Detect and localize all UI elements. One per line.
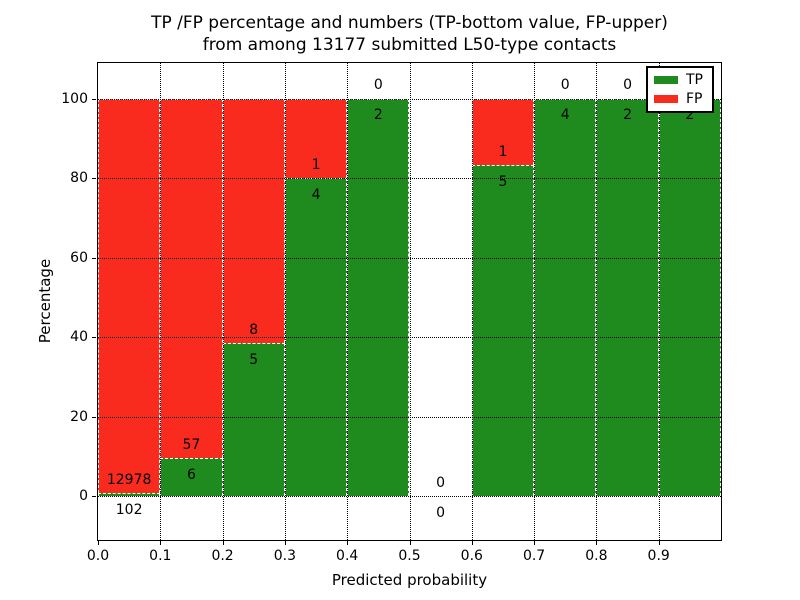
y-tick-mark bbox=[92, 257, 96, 259]
legend-label-fp: FP bbox=[686, 90, 703, 107]
gridline-x-0.7 bbox=[534, 63, 536, 540]
fp-swatch-icon bbox=[654, 94, 678, 103]
gridline-x-0.8 bbox=[596, 63, 598, 540]
y-tick-label: 60 bbox=[70, 249, 88, 266]
tp-count-label: 2 bbox=[685, 107, 695, 124]
bar-tp-segment bbox=[471, 165, 535, 497]
x-tick-label: 0.3 bbox=[273, 548, 297, 564]
y-tick-label: 40 bbox=[70, 329, 88, 346]
tp-count-label: 0 bbox=[436, 504, 446, 521]
fp-count-label: 57 bbox=[182, 436, 201, 453]
y-tick-label: 20 bbox=[70, 408, 88, 425]
x-tick-mark bbox=[596, 541, 598, 545]
x-tick-label: 0.2 bbox=[211, 548, 234, 564]
gridline-x-0.1 bbox=[160, 63, 162, 540]
tp-count-label: 2 bbox=[623, 107, 632, 124]
gridline-x-0.9 bbox=[658, 63, 660, 540]
fp-count-label: 1 bbox=[498, 143, 508, 160]
tp-count-label: 102 bbox=[115, 501, 143, 518]
bar-tp-segment bbox=[222, 343, 285, 497]
y-tick-mark bbox=[92, 178, 96, 180]
x-tick-label: 0.9 bbox=[647, 548, 670, 564]
x-tick-label: 0.5 bbox=[398, 548, 421, 564]
x-tick-label: 0.0 bbox=[86, 548, 110, 564]
tp-count-label: 5 bbox=[498, 173, 508, 190]
y-tick-mark bbox=[92, 337, 96, 339]
fp-count-label: 0 bbox=[560, 77, 570, 94]
gridline-x-0.6 bbox=[471, 63, 473, 540]
x-tick-mark bbox=[284, 541, 286, 545]
bar-fp-segment bbox=[98, 98, 161, 494]
x-tick-label: 0.1 bbox=[149, 548, 172, 564]
gridline-x-0.5 bbox=[409, 63, 411, 540]
x-tick-label: 0.4 bbox=[336, 548, 359, 564]
x-tick-mark bbox=[160, 541, 162, 545]
gridline-x-0.3 bbox=[284, 63, 286, 540]
bar-tp-segment bbox=[347, 98, 410, 497]
tp-count-label: 2 bbox=[373, 107, 383, 124]
plot-area: 129781025768514020015040202 bbox=[97, 62, 722, 541]
x-tick-label: 0.7 bbox=[522, 548, 546, 564]
fp-count-label: 0 bbox=[436, 474, 446, 491]
legend-item-tp: TP bbox=[654, 72, 706, 88]
y-tick-mark bbox=[92, 416, 96, 418]
y-tick-mark bbox=[92, 98, 96, 100]
gridline-x-0.2 bbox=[222, 63, 224, 540]
bar-tp-segment bbox=[98, 493, 161, 497]
tp-count-label: 6 bbox=[186, 466, 196, 483]
bar-tp-segment bbox=[160, 458, 223, 497]
x-tick-mark bbox=[471, 541, 473, 545]
bar-tp-segment bbox=[534, 98, 597, 497]
bar-tp-segment bbox=[596, 98, 659, 497]
tp-swatch-icon bbox=[654, 76, 678, 85]
legend: TP FP bbox=[646, 66, 714, 113]
y-tick-label: 100 bbox=[61, 90, 88, 107]
y-axis-label: Percentage bbox=[36, 258, 54, 344]
legend-label-tp: TP bbox=[686, 72, 703, 89]
fp-count-label: 8 bbox=[249, 321, 259, 338]
fp-count-label: 12978 bbox=[106, 471, 152, 488]
chart-title: TP /FP percentage and numbers (TP-bottom… bbox=[98, 12, 721, 56]
x-tick-mark bbox=[534, 541, 536, 545]
bar-tp-segment bbox=[658, 98, 721, 497]
tp-count-label: 5 bbox=[249, 351, 259, 368]
bar-fp-segment bbox=[222, 98, 285, 344]
x-tick-mark bbox=[222, 541, 224, 545]
chart-title-line1: TP /FP percentage and numbers (TP-bottom… bbox=[151, 13, 668, 33]
fp-count-label: 0 bbox=[623, 77, 632, 94]
y-tick-label: 80 bbox=[70, 170, 88, 187]
x-tick-mark bbox=[658, 541, 660, 545]
x-axis-label: Predicted probability bbox=[331, 571, 488, 589]
gridline-x-0.4 bbox=[347, 63, 349, 540]
y-tick-label: 0 bbox=[79, 488, 88, 505]
chart-title-line2: from among 13177 submitted L50-type cont… bbox=[202, 35, 617, 55]
tp-count-label: 4 bbox=[311, 186, 321, 203]
tp-count-label: 4 bbox=[560, 107, 570, 124]
fp-count-label: 1 bbox=[311, 156, 321, 173]
fp-count-label: 0 bbox=[373, 77, 383, 94]
legend-item-fp: FP bbox=[654, 91, 706, 107]
x-tick-mark bbox=[347, 541, 349, 545]
x-tick-label: 0.6 bbox=[460, 548, 483, 564]
x-tick-mark bbox=[409, 541, 411, 545]
x-tick-mark bbox=[98, 541, 99, 545]
bar-fp-segment bbox=[160, 98, 223, 459]
y-tick-mark bbox=[92, 496, 96, 498]
x-tick-label: 0.8 bbox=[585, 548, 608, 564]
